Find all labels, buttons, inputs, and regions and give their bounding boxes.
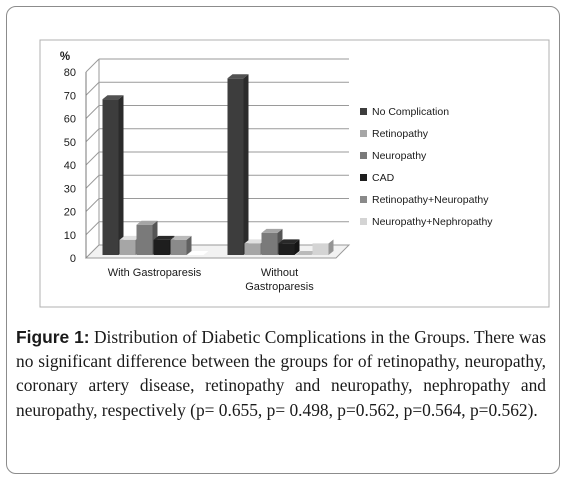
- y-axis-label: %: [60, 51, 70, 63]
- bar-top: [187, 251, 209, 255]
- bar-front: [278, 243, 295, 255]
- bar-side: [294, 239, 300, 255]
- bar-front: [312, 243, 329, 255]
- bar-neuropathy-nephropathy-1: [187, 251, 209, 255]
- bar-top: [278, 239, 300, 244]
- legend-swatch: [360, 218, 367, 225]
- figure-caption-label: Figure 1:: [16, 327, 90, 347]
- legend-swatch: [360, 130, 367, 137]
- bar-top: [227, 74, 249, 79]
- gridline-side: [85, 81, 100, 96]
- bar-retinopathy-neuropathy-1: [170, 235, 192, 255]
- y-tick-label: 20: [64, 207, 76, 219]
- legend-swatch: [360, 174, 367, 181]
- bar-top: [136, 220, 158, 225]
- bar-top: [244, 239, 266, 244]
- bar-chart: 0 10 20 30 40 50 60 70 80% With Gastroparesis With…: [39, 39, 550, 308]
- legend-label: Retinopathy: [372, 128, 429, 140]
- bar-side: [243, 74, 249, 255]
- x-tick-label: Gastroparesis: [245, 281, 314, 293]
- gridline-side: [85, 105, 100, 119]
- legend-label: Neuropathy+Nephropathy: [372, 216, 493, 228]
- gridline-side: [85, 174, 100, 189]
- figure-caption: Figure 1: Distribution of Diabetic Compl…: [16, 325, 546, 422]
- gridline-side: [85, 221, 100, 236]
- bar-top: [261, 228, 283, 233]
- y-tick-label: 40: [64, 160, 76, 172]
- figure-caption-text: Distribution of Diabetic Complications i…: [16, 327, 546, 420]
- x-tick-label: Without: [261, 267, 298, 279]
- bar-top: [295, 251, 317, 255]
- bar-front: [102, 99, 119, 255]
- bar-top: [170, 235, 192, 240]
- bar-side: [186, 235, 192, 255]
- legend-swatch: [360, 108, 367, 115]
- bar-front: [153, 239, 170, 255]
- legend-swatch: [360, 196, 367, 203]
- bar-no-complication-2: [227, 74, 249, 255]
- bar-front: [170, 239, 187, 255]
- gridline-side: [85, 151, 100, 166]
- gridline-side: [85, 198, 100, 212]
- legend-label: Retinopathy+Neuropathy: [372, 194, 489, 206]
- bar-top: [153, 235, 175, 240]
- bar-front: [227, 78, 244, 255]
- bar-front: [119, 239, 136, 255]
- bar-retinopathy-neuropathy-2: [295, 251, 317, 255]
- y-tick-label: 30: [64, 183, 76, 195]
- x-tick-label: With Gastroparesis: [108, 267, 202, 279]
- y-tick-label: 10: [64, 230, 76, 242]
- bar-side: [118, 95, 124, 255]
- bar-cad-2: [278, 239, 300, 255]
- bar-neuropathy-nephropathy-2: [312, 239, 334, 255]
- bar-top: [102, 95, 124, 100]
- legend-label: CAD: [372, 172, 395, 184]
- y-tick-label: 60: [64, 114, 76, 126]
- gridline-side: [85, 58, 100, 73]
- bar-side: [328, 239, 334, 255]
- y-tick-label: 50: [64, 137, 76, 149]
- y-tick-label: 0: [70, 253, 76, 265]
- y-tick-label: 70: [64, 90, 76, 102]
- bar-front: [136, 224, 153, 255]
- bar-top: [119, 235, 141, 240]
- legend-swatch: [360, 152, 367, 159]
- chart-area-border: [39, 39, 550, 308]
- bar-front: [244, 243, 261, 255]
- y-tick-label: 80: [64, 67, 76, 79]
- bar-top: [312, 239, 334, 244]
- legend-label: Neuropathy: [372, 150, 427, 162]
- legend-label: No Complication: [372, 106, 449, 118]
- bar-front: [261, 232, 278, 255]
- bar-no-complication-1: [102, 95, 124, 255]
- gridline-side: [85, 128, 100, 143]
